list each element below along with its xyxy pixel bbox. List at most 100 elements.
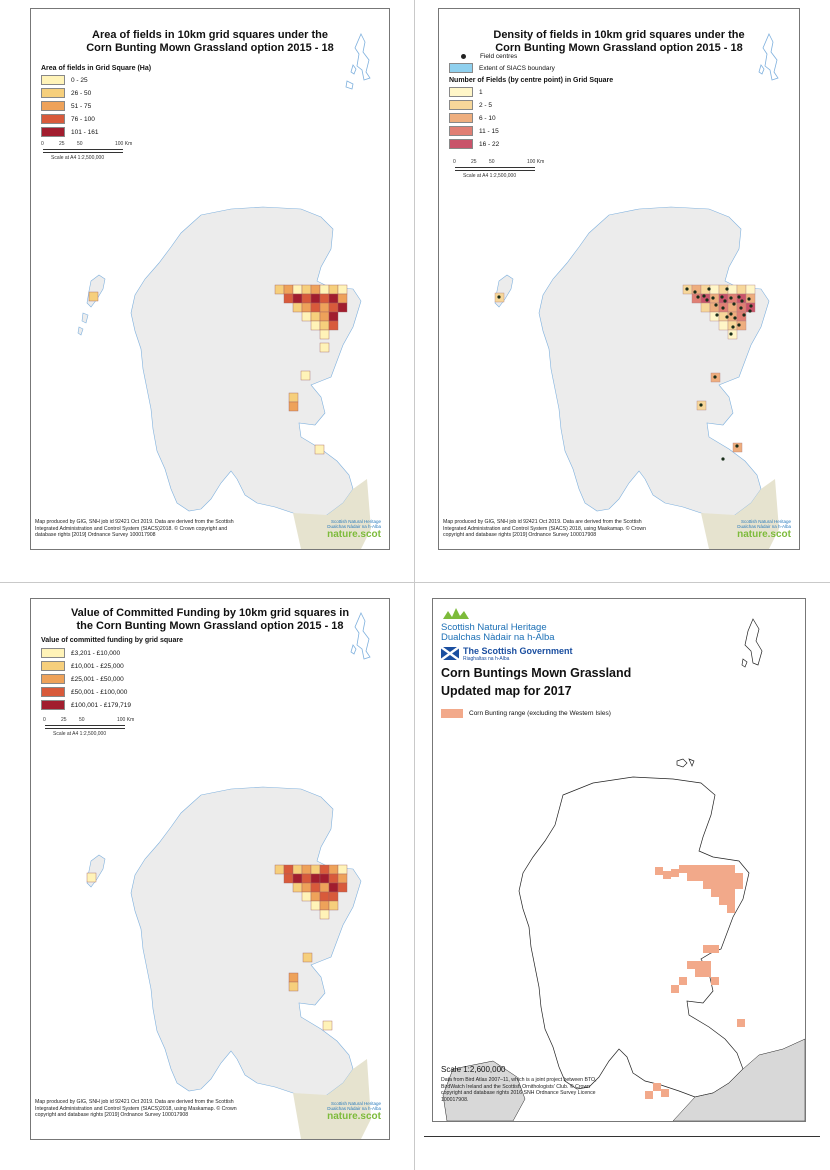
legend-title: Number of Fields (by centre point) in Gr…	[449, 77, 614, 84]
northumberland-england	[293, 1059, 371, 1139]
mainland-scotland	[538, 206, 770, 520]
map-panel-density: Density of fields in 10km grid squares u…	[438, 8, 800, 550]
scale-tick-label: 25	[471, 159, 477, 165]
title-line-1: Area of fields in 10km grid squares unde…	[92, 29, 328, 41]
scale-bar: 0 25 50 100 Km Scale at A4 1:2,500,000	[453, 159, 563, 185]
scale-text: Scale at A4 1:2,500,000	[53, 731, 107, 737]
legend-swatch	[41, 127, 65, 137]
field-centre-points	[497, 287, 753, 461]
legend-label: £100,001 - £179,719	[71, 701, 131, 709]
legend-label: 26 - 50	[71, 89, 92, 97]
range-grid-squares	[645, 865, 745, 1099]
legend-label: £25,001 - £50,000	[71, 675, 124, 683]
field-centre-dot-icon	[461, 54, 466, 59]
title-line-2: Corn Bunting Mown Grassland option 2015 …	[86, 42, 334, 54]
scale-tick-label: 0	[43, 717, 46, 723]
legend-item-boundary: Extent of SIACS boundary	[449, 63, 555, 73]
western-isles	[86, 854, 106, 888]
legend-label: 101 - 161	[71, 128, 99, 136]
scale-tick-label: 25	[59, 141, 65, 147]
scale-line	[43, 149, 123, 153]
scottish-government-name: The Scottish Government	[463, 646, 573, 656]
title-line-1: Value of Committed Funding by 10km grid …	[70, 607, 350, 619]
legend-label: £3,201 - £10,000	[71, 649, 121, 657]
legend-label: 16 - 22	[479, 140, 500, 148]
funding-grid-squares	[86, 864, 348, 1031]
england-landmass	[672, 1038, 805, 1121]
scale-text: Scale at A4 1:2,500,000	[463, 173, 517, 179]
legend-swatch	[41, 648, 65, 658]
western-isles	[494, 274, 514, 308]
legend-swatch	[41, 661, 65, 671]
legend-title: Area of fields in Grid Square (Ha)	[41, 65, 152, 72]
panel-title: Value of Committed Funding by 10km grid …	[31, 607, 389, 633]
snh-org-gaelic: Dualchas Nàdair na h-Alba	[441, 632, 555, 643]
shetland-islands	[345, 33, 371, 90]
nature-scot-text: nature.scot	[327, 1111, 381, 1122]
legend-item: 76 - 100	[41, 114, 95, 124]
grid-divider-vertical	[414, 0, 415, 1170]
snh-logo-line1: Scottish Natural Heritage	[330, 519, 381, 524]
map-credit: Map produced by GIG, SNH job id 92421 Oc…	[443, 519, 647, 538]
legend-swatch	[441, 709, 463, 718]
legend-swatch	[41, 88, 65, 98]
map-panel-funding: Value of Committed Funding by 10km grid …	[30, 598, 390, 1140]
scale-bar: 0 25 50 100 Km Scale at A4 1:2,500,000	[41, 141, 151, 167]
legend-label: 11 - 15	[479, 127, 499, 135]
map-credit: Map produced by GIG, SNH job id 92421 Oc…	[35, 1099, 237, 1118]
snh-logo-line2: Dualchas Nàdair na h-Alba	[327, 524, 381, 529]
saltire-flag-icon	[441, 647, 459, 660]
legend-item: 0 - 25	[41, 75, 88, 85]
scotland-map	[86, 612, 371, 1139]
northumberland-england	[701, 479, 779, 549]
snh-logo-line2: Dualchas Nàdair na h-Alba	[737, 524, 791, 529]
legend-swatch	[41, 75, 65, 85]
title-line-2: Corn Bunting Mown Grassland option 2015 …	[495, 42, 743, 54]
snh-org-name: Scottish Natural Heritage	[441, 622, 547, 633]
legend-swatch	[41, 674, 65, 684]
range-title-line-1: Corn Buntings Mown Grassland	[441, 666, 632, 680]
legend-title: Value of committed funding by grid squar…	[41, 637, 183, 644]
legend-label: £10,001 - £25,000	[71, 662, 124, 670]
scale-bar: 0 25 50 100 Km Scale at A4 1:2,500,000	[43, 717, 153, 743]
panel-title: Density of fields in 10km grid squares u…	[439, 29, 799, 55]
legend-swatch	[449, 113, 473, 123]
scale-line	[45, 725, 125, 729]
title-line-1: Density of fields in 10km grid squares u…	[493, 29, 745, 41]
range-credit: Data from Bird Atlas 2007–11, which is a…	[441, 1077, 597, 1103]
legend-swatch	[449, 87, 473, 97]
legend-item: 51 - 75	[41, 101, 91, 111]
nature-scot-logo: Scottish Natural Heritage Dualchas Nàdai…	[327, 1101, 381, 1122]
legend-label: 1	[479, 88, 483, 96]
legend-item: £10,001 - £25,000	[41, 661, 124, 671]
legend-swatch	[41, 114, 65, 124]
scotland-map	[494, 33, 779, 549]
mainland-outline	[518, 776, 750, 1098]
scale-tick-label: 50	[77, 141, 83, 147]
legend-item-range: Corn Bunting range (excluding the Wester…	[441, 709, 611, 718]
legend-swatch	[41, 101, 65, 111]
nature-scot-logo: Scottish Natural Heritage Dualchas Nàdai…	[737, 519, 791, 540]
title-line-2: the Corn Bunting Mown Grassland option 2…	[76, 620, 344, 632]
snh-logo-line1: Scottish Natural Heritage	[740, 519, 791, 524]
grid-divider-horizontal	[0, 582, 830, 583]
area-grid-squares	[88, 284, 348, 455]
range-title-line-2: Updated map for 2017	[441, 684, 572, 698]
map-credit: Map produced by GIG, SNH job id 92421 Oc…	[35, 519, 234, 538]
legend-item: 26 - 50	[41, 88, 91, 98]
legend-label: 76 - 100	[71, 115, 95, 123]
ireland-landmass	[442, 1060, 526, 1121]
range-scale-text: Scale 1:2,600,000	[441, 1065, 506, 1074]
legend-swatch	[41, 700, 65, 710]
scale-tick-label: 100 Km	[527, 159, 545, 165]
legend-item-points: Field centres	[453, 53, 517, 60]
legend-label: Field centres	[480, 53, 518, 60]
nature-scot-logo: Scottish Natural Heritage Dualchas Nàdai…	[327, 519, 381, 540]
legend-label: 0 - 25	[71, 76, 88, 84]
scotland-map	[77, 33, 371, 549]
legend-swatch	[449, 139, 473, 149]
legend-item: 1	[449, 87, 483, 97]
shetland-islands	[758, 33, 779, 81]
legend-label: £50,001 - £100,000	[71, 688, 128, 696]
legend-swatch	[449, 100, 473, 110]
